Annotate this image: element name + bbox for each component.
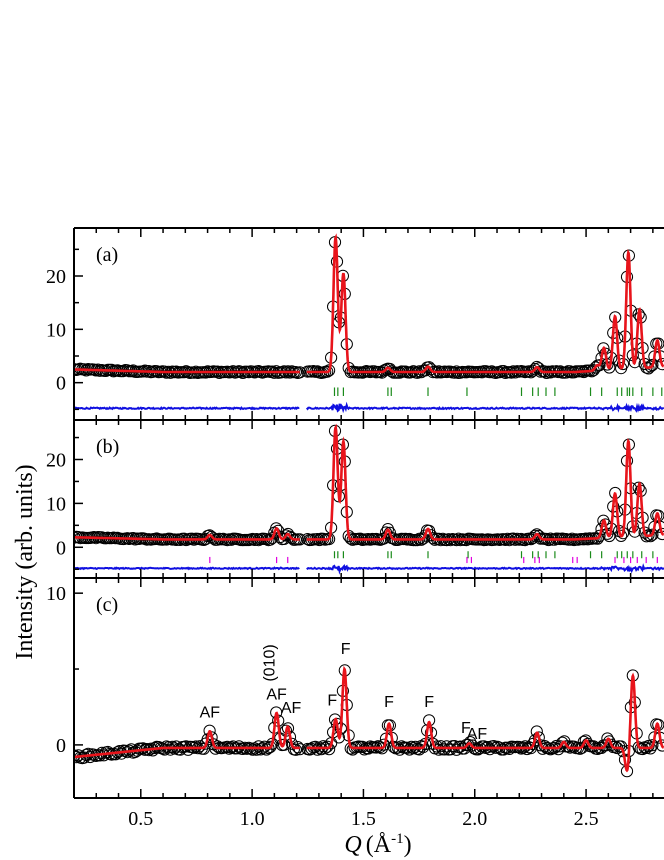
observed-point bbox=[254, 743, 267, 756]
observed-point bbox=[323, 364, 336, 377]
observed-point bbox=[180, 740, 193, 753]
y-axis-label: Intensity (arb. units) bbox=[12, 464, 38, 659]
peak-annotation: F bbox=[341, 641, 351, 658]
calculated-line bbox=[306, 423, 664, 541]
y-tick-label: 0 bbox=[56, 373, 66, 395]
observed-point bbox=[532, 731, 545, 744]
observed-point bbox=[526, 531, 540, 545]
observed-point bbox=[587, 740, 600, 753]
panel-plot-area bbox=[74, 423, 664, 575]
observed-point bbox=[462, 738, 475, 751]
calculated-line bbox=[74, 711, 300, 759]
observed-point bbox=[174, 743, 187, 756]
x-tick-label: 2.5 bbox=[574, 808, 599, 830]
peak-annotation: F bbox=[461, 720, 471, 737]
panel-plot-area bbox=[74, 664, 664, 778]
observed-point bbox=[471, 743, 485, 756]
panel-label: (a) bbox=[96, 244, 118, 266]
panel-plot-area bbox=[74, 233, 664, 414]
calculated-line bbox=[306, 665, 664, 773]
x-axis-label: Q (Å-1) bbox=[344, 831, 411, 858]
observed-point bbox=[640, 530, 653, 543]
difference-line bbox=[74, 566, 300, 571]
observed-point bbox=[603, 361, 616, 374]
observed-point bbox=[656, 358, 664, 371]
observed-point bbox=[562, 740, 575, 753]
observed-point bbox=[358, 743, 371, 756]
observed-point bbox=[203, 724, 216, 737]
observed-point bbox=[377, 738, 391, 751]
peak-annotation: F bbox=[384, 694, 394, 711]
peak-annotation: AF bbox=[200, 705, 221, 722]
y-tick-label: 20 bbox=[46, 266, 66, 288]
observed-point bbox=[642, 739, 655, 753]
observed-point bbox=[250, 743, 263, 756]
observed-point bbox=[530, 725, 543, 738]
x-tick-label: 0.5 bbox=[128, 808, 153, 830]
observed-point bbox=[281, 722, 295, 735]
peak-annotation: F bbox=[424, 694, 434, 711]
observed-point bbox=[430, 740, 443, 753]
observed-point bbox=[170, 740, 183, 753]
observed-point bbox=[444, 743, 457, 756]
x-axis-unit: (Å bbox=[366, 832, 392, 858]
observed-point bbox=[646, 739, 659, 752]
y-tick-label: 10 bbox=[46, 583, 66, 605]
observed-point bbox=[642, 362, 655, 375]
y-tick-label: 0 bbox=[56, 537, 66, 559]
observed-point bbox=[232, 740, 246, 753]
y-tick-label: 10 bbox=[46, 493, 66, 515]
observed-point bbox=[432, 743, 445, 756]
observed-point bbox=[603, 529, 616, 543]
observed-point bbox=[182, 743, 195, 756]
observed-point bbox=[593, 529, 606, 543]
panel-label: (b) bbox=[96, 436, 119, 458]
observed-point bbox=[601, 732, 614, 745]
difference-line bbox=[74, 406, 300, 411]
y-tick-label: 0 bbox=[56, 735, 66, 757]
panel-1: 0 10 20 (b) bbox=[46, 419, 664, 579]
calculated-line bbox=[306, 233, 664, 374]
peak-annotation: AF bbox=[281, 700, 302, 717]
observed-point bbox=[593, 359, 606, 372]
peak-annotation: F bbox=[327, 692, 337, 709]
peak-annotation: AF bbox=[266, 686, 287, 703]
observed-point bbox=[160, 740, 173, 753]
calculated-line bbox=[74, 526, 300, 541]
panel-0: 0 10 20 (a) bbox=[46, 227, 664, 421]
observed-point bbox=[464, 736, 477, 749]
observed-point bbox=[642, 529, 655, 542]
x-tick-label: 1.0 bbox=[240, 808, 265, 830]
observed-point bbox=[615, 529, 628, 543]
observed-point bbox=[656, 739, 664, 752]
peak-annotation: AF bbox=[467, 726, 488, 743]
difference-line bbox=[305, 401, 664, 414]
observed-point bbox=[609, 740, 622, 753]
observed-point bbox=[189, 740, 202, 753]
observed-point bbox=[346, 743, 359, 756]
y-tick-label: 20 bbox=[46, 450, 66, 472]
observed-point bbox=[317, 740, 330, 753]
observed-point bbox=[646, 358, 659, 372]
peak-annotation: (010) bbox=[261, 644, 278, 681]
x-axis-unit-exponent: -1 bbox=[391, 831, 404, 847]
observed-point bbox=[246, 743, 259, 756]
x-tick-label: 1.5 bbox=[351, 808, 376, 830]
observed-point bbox=[477, 740, 490, 753]
x-axis-unit-close: ) bbox=[404, 832, 412, 858]
observed-point bbox=[519, 740, 532, 753]
difference-line bbox=[306, 563, 664, 575]
observed-point bbox=[289, 743, 302, 756]
observed-point bbox=[293, 743, 306, 756]
x-axis-symbol: Q bbox=[344, 832, 361, 858]
observed-point bbox=[450, 743, 463, 756]
x-tick-label: 2.0 bbox=[462, 808, 487, 830]
y-tick-label: 10 bbox=[46, 319, 66, 341]
panel-label: (c) bbox=[96, 594, 118, 616]
observed-point bbox=[270, 522, 283, 535]
observed-point bbox=[656, 527, 664, 541]
calculated-line bbox=[74, 368, 300, 374]
